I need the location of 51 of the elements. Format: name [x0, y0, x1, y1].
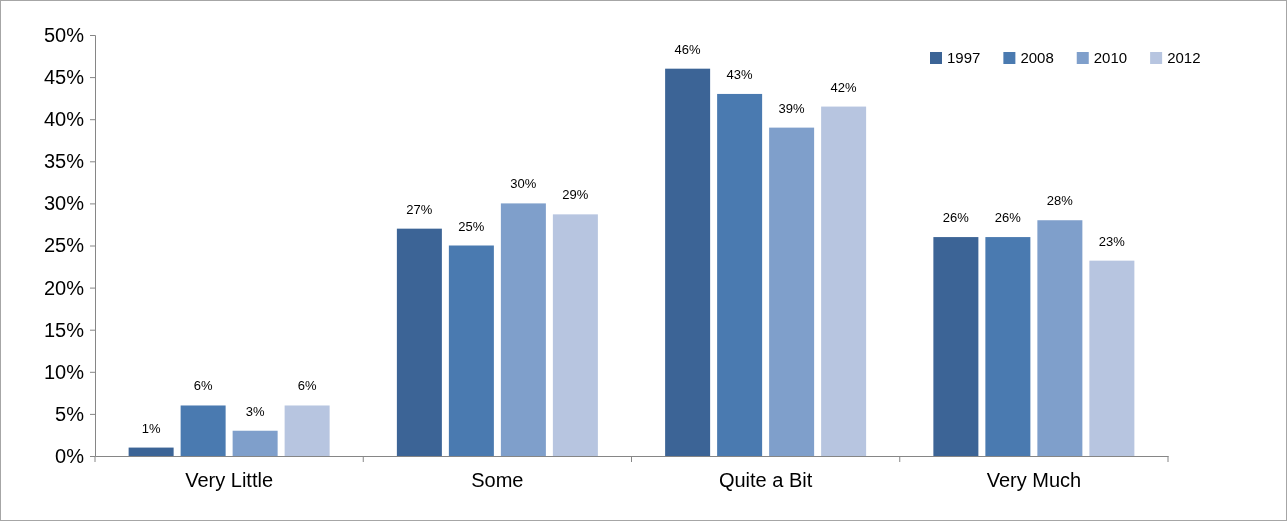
data-label: 6%: [297, 378, 317, 394]
x-tick-label: Quite a Bit: [718, 469, 813, 491]
data-label: 30%: [510, 176, 537, 192]
bar: [128, 447, 174, 456]
y-tick-label: 15%: [43, 318, 85, 341]
data-label: 46%: [674, 41, 702, 57]
legend-label: 2008: [1020, 49, 1054, 66]
bar: [396, 228, 442, 456]
legend-label: 2010: [1093, 49, 1128, 66]
data-label: 26%: [994, 210, 1022, 226]
y-tick-label: 20%: [43, 276, 85, 299]
bar: [552, 214, 598, 456]
data-label: 28%: [1046, 193, 1074, 209]
x-tick-label: Very Little: [185, 469, 274, 491]
bar: [933, 237, 979, 456]
y-tick-label: 5%: [55, 402, 85, 425]
x-tick-label: Very Much: [986, 469, 1082, 491]
bar: [500, 203, 546, 456]
bar: [821, 106, 867, 456]
data-label: 6%: [193, 378, 213, 394]
bar: [1089, 260, 1135, 456]
data-label: 3%: [245, 403, 265, 419]
y-tick-label: 50%: [43, 23, 85, 46]
y-tick-label: 10%: [43, 360, 85, 383]
data-label: 26%: [942, 210, 970, 226]
bar: [180, 405, 226, 456]
bar: [448, 245, 494, 456]
data-label: 25%: [458, 218, 485, 234]
data-label: 27%: [406, 201, 433, 217]
x-tick-label: Some: [471, 469, 524, 491]
legend-label: 2012: [1167, 49, 1201, 66]
data-label: 39%: [778, 100, 806, 116]
data-label: 29%: [562, 187, 589, 203]
y-tick-label: 45%: [43, 66, 85, 88]
y-tick-label: 25%: [43, 234, 85, 257]
data-label: 42%: [830, 79, 858, 95]
data-label: 43%: [726, 66, 754, 82]
data-label: 1%: [141, 420, 161, 436]
bar: [769, 127, 815, 456]
data-label: 23%: [1098, 233, 1126, 249]
y-tick-label: 30%: [43, 192, 85, 215]
bar: [717, 93, 763, 456]
bar: [1037, 220, 1083, 456]
bar: [665, 68, 711, 456]
bar: [985, 237, 1031, 456]
bar: [284, 405, 330, 456]
legend-label: 1997: [947, 49, 981, 66]
y-tick-label: 0%: [55, 444, 85, 467]
y-tick-label: 35%: [43, 150, 85, 173]
bar: [232, 430, 278, 456]
y-tick-label: 40%: [43, 108, 85, 131]
